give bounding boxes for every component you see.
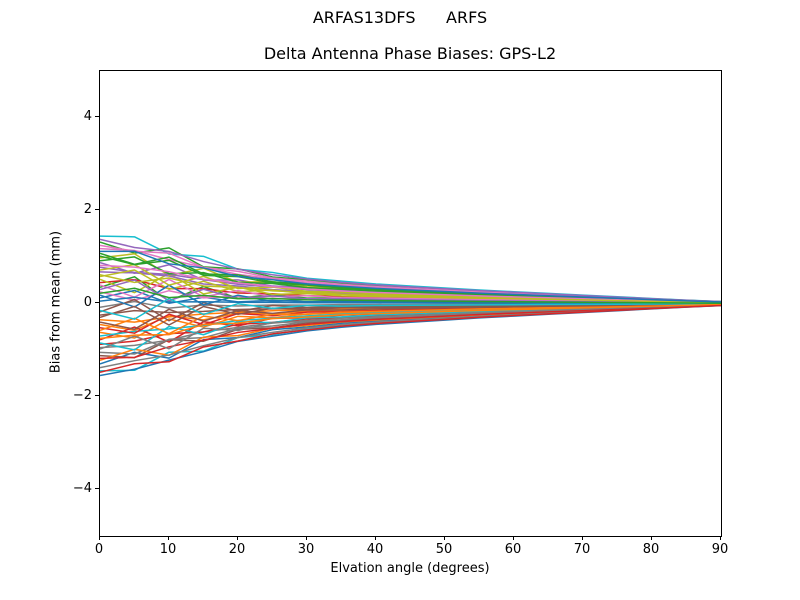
bias-line [100, 238, 721, 303]
y-tick-label: 0 [83, 294, 92, 310]
bias-line [100, 287, 721, 304]
x-tick-label: 80 [642, 542, 660, 557]
line-series-svg [100, 235, 721, 377]
bias-line [100, 304, 721, 360]
bias-line [100, 250, 721, 303]
bias-line [100, 303, 721, 340]
x-tick-mark [512, 536, 514, 540]
plot-area [99, 70, 722, 537]
bias-line [100, 297, 721, 320]
y-tick-mark [95, 116, 99, 117]
x-tick-label: 0 [94, 542, 104, 557]
y-tick-mark [95, 395, 99, 396]
figure-suptitle: ARFAS13DFS ARFS [312, 8, 488, 27]
x-tick-mark [719, 536, 721, 540]
y-tick-label: −2 [72, 387, 92, 403]
x-tick-label: 40 [366, 542, 384, 557]
x-tick-mark [236, 536, 238, 540]
x-tick-label: 70 [573, 542, 591, 557]
bias-line [100, 296, 721, 305]
x-axis-label: Elvation angle (degrees) [330, 561, 490, 576]
x-tick-label: 90 [711, 542, 729, 557]
x-tick-mark [98, 536, 100, 540]
chart-title: Delta Antenna Phase Biases: GPS-L2 [263, 44, 557, 63]
bias-line [100, 304, 721, 350]
bias-line [100, 264, 721, 304]
x-tick-label: 20 [228, 542, 246, 557]
y-tick-label: −4 [72, 480, 92, 496]
y-tick-label: 4 [83, 108, 92, 124]
y-tick-mark [95, 302, 99, 303]
y-tick-label: 2 [83, 201, 92, 217]
bias-line [100, 273, 721, 304]
x-tick-label: 30 [297, 542, 315, 557]
x-tick-mark [167, 536, 169, 540]
bias-line [100, 303, 721, 330]
y-tick-mark [95, 209, 99, 210]
x-tick-label: 60 [504, 542, 522, 557]
x-tick-mark [305, 536, 307, 540]
x-tick-mark [581, 536, 583, 540]
y-tick-mark [95, 488, 99, 489]
bias-line [100, 303, 721, 335]
x-tick-label: 50 [435, 542, 453, 557]
x-tick-label: 10 [159, 542, 177, 557]
x-tick-mark [443, 536, 445, 540]
x-tick-mark [650, 536, 652, 540]
bias-line [100, 304, 721, 374]
x-tick-mark [374, 536, 376, 540]
